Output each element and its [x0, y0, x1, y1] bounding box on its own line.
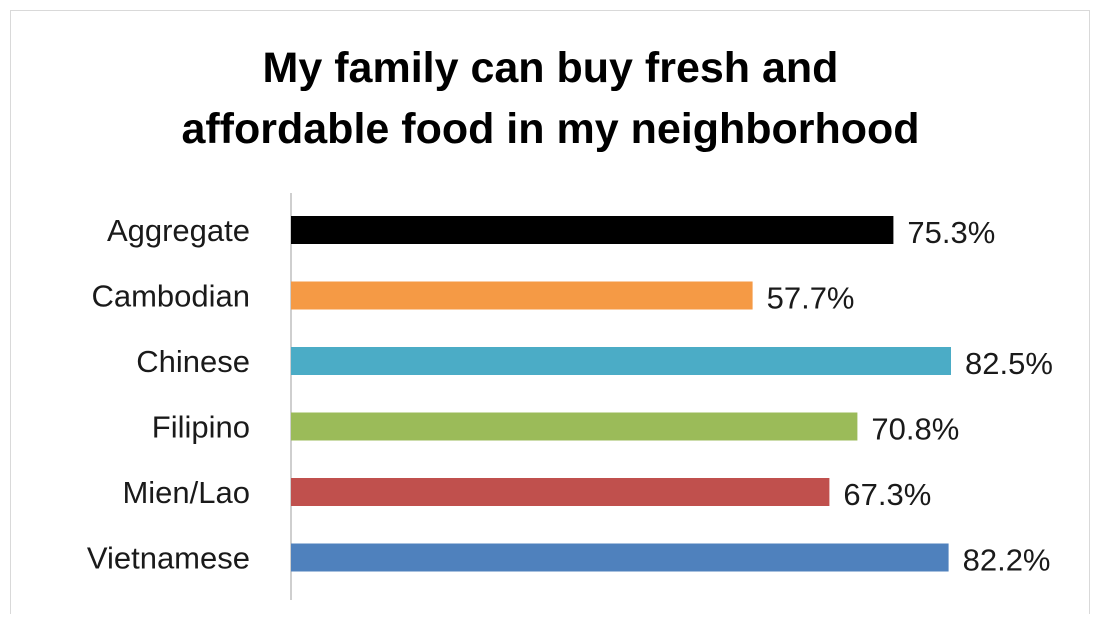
- bar-filipino: [291, 412, 858, 441]
- value-labels-group: 75.3% 57.7% 82.5%70.8% 67.3% 82.2%: [767, 215, 1053, 578]
- chart-frame: [10, 10, 1090, 614]
- category-label: Mien/Lao: [122, 475, 250, 510]
- value-label: 57.7%: [767, 281, 855, 316]
- category-label: Vietnamese: [87, 541, 250, 576]
- category-label: Chinese: [136, 344, 250, 379]
- value-label: 70.8%: [871, 412, 959, 447]
- chart-title: My family can buy fresh and affordable f…: [181, 44, 920, 153]
- bar-aggregate: [291, 216, 894, 244]
- value-label: 75.3%: [907, 215, 995, 250]
- bar-vietnamese: [291, 543, 949, 572]
- value-label: 67.3%: [843, 477, 931, 512]
- category-label: Cambodian: [91, 279, 250, 314]
- value-label: 82.2%: [963, 543, 1051, 578]
- bars-group: [291, 216, 951, 572]
- category-label: Filipino: [152, 410, 250, 445]
- bar-mien-lao: [291, 478, 830, 506]
- category-labels-group: Aggregate Cambodian Chinese Filipino Mien/La…: [87, 213, 250, 576]
- category-label: Aggregate: [107, 213, 250, 248]
- bar-cambodian: [291, 281, 753, 310]
- value-label: 82.5%: [965, 346, 1053, 381]
- bar-chinese: [291, 347, 951, 375]
